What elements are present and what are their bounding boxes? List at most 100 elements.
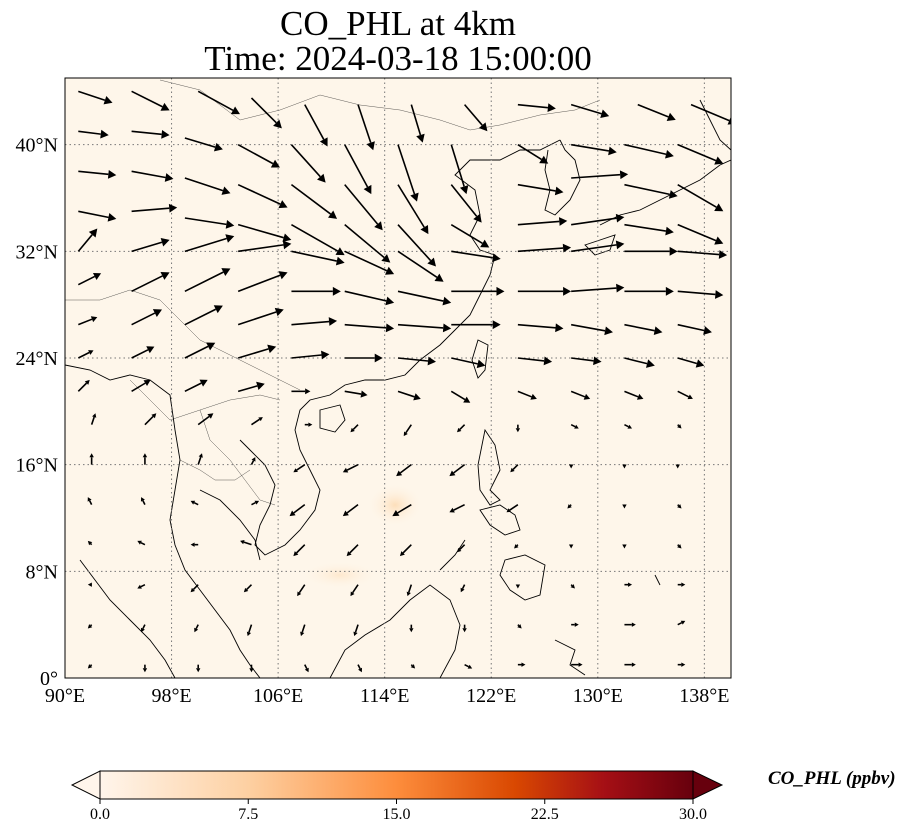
wind-vector [237, 143, 280, 168]
wind-vector [517, 143, 549, 164]
wind-vector [250, 97, 282, 129]
wind-vector [237, 271, 288, 293]
wind-vector [450, 184, 482, 223]
wind-vectors [77, 90, 731, 673]
wind-vector [677, 323, 712, 335]
wind-vector [238, 240, 292, 253]
colorbar-label: CO_PHL (ppbv) [768, 768, 896, 789]
wind-vector [624, 286, 674, 296]
wind-vector [571, 240, 625, 253]
colorbar-tick-label: 22.5 [530, 806, 559, 823]
wind-vector [342, 504, 359, 517]
wind-vector [237, 344, 277, 359]
wind-vector [87, 497, 93, 506]
wind-vector [677, 544, 682, 549]
wind-vector [517, 624, 522, 629]
map-area [65, 78, 731, 678]
wind-vector [344, 144, 372, 195]
wind-vector [570, 584, 575, 589]
wind-vector [517, 390, 537, 400]
wind-vector [237, 183, 288, 209]
wind-vector [249, 664, 254, 673]
map-frame [64, 77, 732, 679]
wind-vector [142, 453, 148, 465]
wind-vector [624, 622, 636, 627]
y-tick-label: 0° [40, 668, 58, 690]
co-plume [367, 483, 423, 527]
map-subtitle: Time: 2024-03-18 15:00:00 [204, 39, 592, 78]
wind-vector [290, 184, 338, 219]
wind-vector [290, 144, 326, 183]
wind-vector [142, 664, 148, 673]
wind-vector [517, 183, 564, 196]
wind-vector [515, 584, 521, 589]
wind-vector [184, 268, 231, 293]
colorbar-ticks [99, 799, 694, 804]
x-tick-label: 122°E [466, 685, 516, 707]
wind-vector [460, 584, 466, 593]
colorbar-extend-max [692, 770, 724, 800]
wind-vector [246, 624, 253, 637]
wind-vector [451, 357, 486, 369]
wind-vector [87, 624, 93, 629]
wind-vector [399, 544, 412, 557]
x-tick-label: 98°E [151, 685, 191, 707]
wind-vector [570, 423, 579, 429]
wind-vector [140, 497, 146, 506]
wind-vector [87, 540, 93, 546]
wind-vector [450, 390, 471, 403]
wind-vector [346, 544, 359, 557]
wind-vector [622, 464, 627, 469]
wind-vector [131, 203, 178, 213]
y-axis-ticks: 0° 8°N 16°N 24°N 32°N 40°N [16, 135, 58, 690]
wind-vector [397, 323, 452, 333]
wind-vector [184, 234, 235, 253]
wind-vector [517, 103, 556, 113]
wind-vector [677, 582, 686, 587]
wind-vector [78, 90, 113, 105]
wind-vector [451, 286, 505, 296]
wind-vector [677, 390, 693, 400]
wind-vector [677, 250, 728, 259]
wind-vector [624, 246, 678, 256]
wind-vector [184, 217, 235, 229]
wind-vector [243, 584, 253, 593]
wind-vector [250, 457, 256, 466]
wind-vector [397, 144, 419, 202]
wind-vector [77, 379, 90, 392]
wind-vector [357, 104, 375, 151]
wind-vector [350, 584, 359, 597]
wind-vector [510, 464, 519, 473]
wind-vector [624, 662, 636, 667]
wind-vector [291, 388, 311, 395]
wind-vector [677, 143, 724, 165]
wind-vector [449, 503, 465, 513]
wind-vector [506, 504, 519, 513]
wind-vector [397, 250, 444, 282]
wind-vector [90, 413, 97, 425]
wind-vector [571, 213, 625, 226]
wind-vector [624, 143, 674, 159]
wind-vector [144, 413, 157, 426]
wind-vector [344, 184, 383, 231]
wind-vector [197, 413, 214, 426]
wind-vector [190, 500, 199, 506]
wind-vector [624, 582, 633, 587]
y-tick-label: 8°N [26, 561, 58, 583]
wind-vector [571, 143, 617, 156]
wind-vector [517, 217, 568, 226]
wind-vector [304, 422, 313, 427]
wind-vector [131, 379, 151, 393]
colorbar-tick-label: 0.0 [90, 806, 110, 823]
wind-vector [568, 544, 574, 549]
wind-vector [517, 243, 572, 253]
wind-vector [517, 662, 526, 667]
wind-vector [78, 129, 109, 139]
colorbar [70, 770, 724, 804]
wind-vector [571, 662, 583, 667]
wind-vector [622, 504, 627, 509]
wind-vector [194, 624, 199, 633]
wind-vector [131, 309, 162, 326]
wind-vector [677, 357, 705, 368]
wind-vector [293, 464, 306, 473]
